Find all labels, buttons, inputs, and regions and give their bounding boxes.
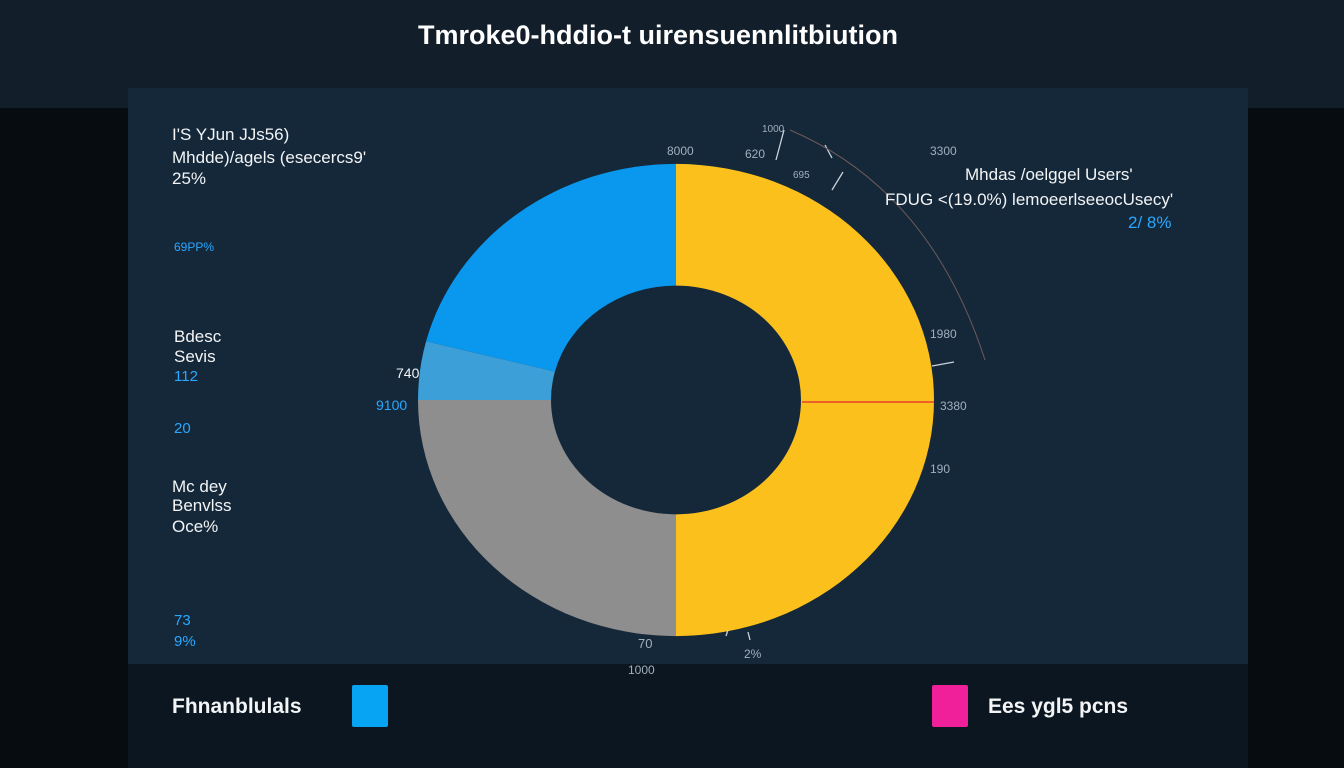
decor-ticks xyxy=(725,129,986,641)
annotation: 70 xyxy=(638,636,653,651)
annotation: 1980 xyxy=(930,327,957,341)
annotation: 190 xyxy=(930,462,951,476)
annotation: Benvlss xyxy=(172,496,232,515)
annotation: 2/ 8% xyxy=(1128,213,1172,232)
annotation: 2% xyxy=(744,647,762,661)
annotation: 3380 xyxy=(940,399,967,413)
annotation: 20 xyxy=(174,420,191,437)
legend-item: Fhnanblulals xyxy=(172,685,388,727)
donut-slice xyxy=(676,163,934,637)
donut-slice xyxy=(426,163,676,372)
annotation: Mhdas /oelggel Users' xyxy=(965,165,1133,184)
donut-slice xyxy=(418,400,676,637)
annotation: 112 xyxy=(174,368,198,385)
annotation: 73 xyxy=(174,612,191,629)
annotation: 9100 xyxy=(376,397,408,413)
annotation: Mhdde)/agels (esecercs9' xyxy=(172,148,367,167)
annotation: Mc dey xyxy=(172,477,227,496)
annotation: I'S YJun JJs56) xyxy=(172,125,290,144)
annotation: Bdesc xyxy=(174,327,222,346)
annotation: FDUG <(19.0%) lemoeerlseeocUsecy' xyxy=(885,190,1174,209)
annotation: Sevis xyxy=(174,347,216,366)
chart-title: Tmroke0-hddio-t uirensuennlitbiution xyxy=(418,20,898,50)
legend-swatch xyxy=(932,685,968,727)
legend-swatch xyxy=(351,685,388,727)
annotation: 695 xyxy=(793,170,810,181)
annotation: 740 xyxy=(396,365,420,381)
annotation: 1000 xyxy=(762,124,785,135)
annotation: 25% xyxy=(172,169,207,188)
legend-item: Ees ygl5 pcns xyxy=(932,685,1128,727)
legend-label: Ees ygl5 pcns xyxy=(988,694,1129,718)
annotation: 9% xyxy=(174,633,196,650)
legend-band xyxy=(128,664,1248,768)
annotation: 620 xyxy=(745,147,766,161)
annotation: 69PP% xyxy=(174,240,215,254)
donut-slice xyxy=(418,341,555,400)
legend-label: Fhnanblulals xyxy=(172,694,302,718)
annotation: 3300 xyxy=(930,144,957,158)
annotation: 8000 xyxy=(667,144,694,158)
annotation: Oce% xyxy=(172,517,219,536)
donut xyxy=(418,163,934,637)
annotation: 1000 xyxy=(628,663,655,677)
